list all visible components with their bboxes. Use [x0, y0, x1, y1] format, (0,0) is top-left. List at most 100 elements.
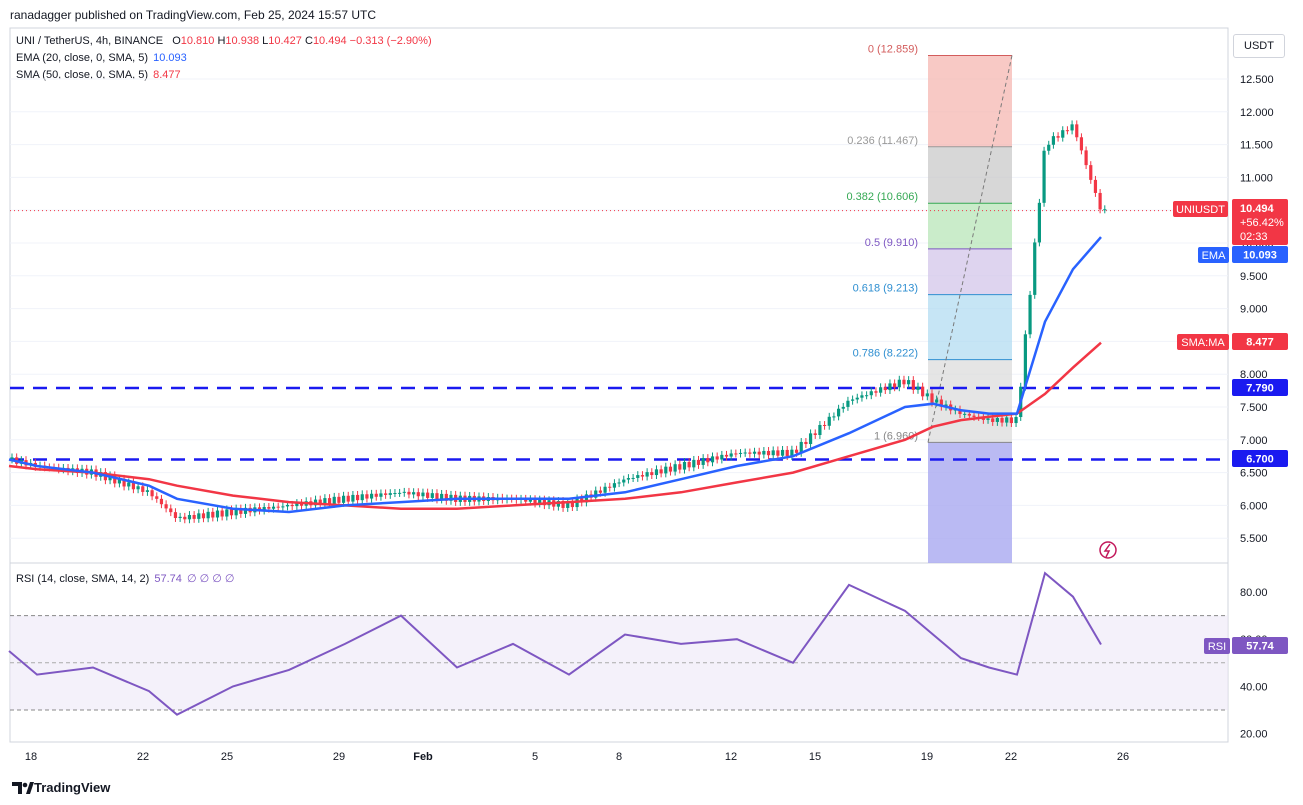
- candle-body: [963, 413, 967, 415]
- candle-body: [636, 475, 640, 478]
- ema-price-badge-bg: [1232, 246, 1288, 263]
- candle-body: [440, 493, 444, 500]
- fib-zone: [928, 146, 1012, 204]
- symbol-legend[interactable]: UNI / TetherUS, 4h, BINANCE O10.810 H10.…: [16, 35, 432, 47]
- candle-body: [766, 450, 771, 456]
- candle-body: [925, 393, 929, 397]
- candle-body: [122, 478, 126, 487]
- candle-body: [421, 492, 425, 497]
- time-label: 8: [616, 751, 622, 763]
- candle-body: [776, 450, 780, 456]
- candle-body: [654, 469, 659, 476]
- ema-tag-bg: [1198, 247, 1229, 263]
- candle-body: [1103, 209, 1107, 211]
- candle-body: [841, 406, 845, 409]
- time-axis[interactable]: 18 22 25 29 Feb 5 8 12 15 19 22 26: [25, 751, 1129, 763]
- price-tick: 6.500: [1240, 468, 1268, 480]
- fib-label-0.5: 0.5 (9.910): [865, 237, 918, 249]
- candle-body: [603, 486, 607, 493]
- fib-label-0.786: 0.786 (8.222): [853, 348, 918, 360]
- candle-body: [939, 399, 943, 407]
- sma-tag-bg: [1177, 334, 1229, 350]
- candle-body: [645, 472, 649, 477]
- candle-body: [267, 506, 271, 509]
- sma-price-badge-bg: [1232, 333, 1288, 350]
- candle-body: [281, 506, 285, 508]
- candle-body: [369, 493, 374, 499]
- time-label: 29: [333, 751, 345, 763]
- candle-body: [127, 482, 131, 487]
- candle-body: [972, 415, 976, 417]
- candle-body: [860, 395, 864, 398]
- resistance-price-badge: 7.790: [1246, 383, 1274, 395]
- ema-legend[interactable]: EMA (20, close, 0, SMA, 5) 10.093: [16, 52, 187, 64]
- candle-body: [566, 501, 570, 508]
- time-label: 5: [532, 751, 538, 763]
- candle-body: [612, 483, 617, 488]
- candle-body: [145, 490, 150, 492]
- candle-body: [995, 417, 999, 422]
- candle-body: [187, 515, 192, 520]
- candle-body: [444, 493, 448, 501]
- ema-legend-value: 10.093: [153, 52, 187, 64]
- ohlc-high-value: 10.938: [225, 35, 260, 47]
- ohlc-high-key: H: [217, 35, 226, 47]
- symbol-name: UNI / TetherUS, 4h, BINANCE: [16, 35, 164, 47]
- candle-body: [584, 494, 589, 503]
- candle-body: [902, 379, 906, 385]
- candle-body: [1009, 417, 1013, 424]
- candle-body: [374, 493, 378, 497]
- price-tick: 12.000: [1240, 107, 1274, 119]
- candle-body: [818, 424, 822, 436]
- candle-body: [215, 510, 220, 518]
- candle-body: [426, 492, 430, 498]
- time-label: 12: [725, 751, 737, 763]
- candle-body: [622, 479, 626, 483]
- candle-body: [169, 508, 173, 513]
- candle-body: [720, 454, 724, 460]
- candle-body: [346, 495, 350, 502]
- flash-icon[interactable]: [1099, 541, 1117, 559]
- candle-body: [846, 400, 850, 407]
- candle-body: [243, 507, 248, 514]
- candle-body: [650, 472, 654, 476]
- candle-body: [1047, 144, 1051, 151]
- candle-body: [117, 478, 122, 484]
- currency-unit-button[interactable]: USDT: [1233, 34, 1285, 58]
- fib-zone-extension: [928, 442, 1012, 563]
- fib-label-0.236: 0.236 (11.467): [847, 135, 918, 147]
- price-badge-change: +56.42%: [1240, 217, 1284, 229]
- rsi-tick: 20.00: [1240, 729, 1268, 741]
- candle-body: [398, 492, 402, 494]
- candle-body: [1051, 136, 1056, 145]
- candle-body: [757, 451, 761, 455]
- candle-body: [155, 496, 159, 499]
- candle-body: [173, 512, 178, 519]
- tradingview-logo-icon[interactable]: [12, 782, 34, 794]
- candle-body: [916, 386, 920, 390]
- candle-body: [617, 482, 621, 484]
- rsi-tick: 40.00: [1240, 681, 1268, 693]
- fib-label-0.618: 0.618 (9.213): [853, 283, 918, 295]
- candle-body: [874, 391, 878, 393]
- fibonacci-retracement[interactable]: 0 (12.859) 0.236 (11.467) 0.382 (10.606) 0.…: [846, 43, 1013, 563]
- support-resistance-levels[interactable]: [10, 210, 1228, 461]
- candle-body: [290, 504, 294, 507]
- candle-body: [271, 506, 276, 509]
- sma-legend[interactable]: SMA (50, close, 0, SMA, 5) 8.477: [16, 69, 181, 81]
- candle-body: [780, 449, 785, 456]
- price-badge-countdown: 02:33: [1240, 231, 1268, 243]
- candle-body: [384, 493, 388, 495]
- rsi-legend[interactable]: RSI (14, close, SMA, 14, 2) 57.74 ∅ ∅ ∅ …: [16, 572, 234, 585]
- rsi-tag-bg: [1204, 638, 1230, 654]
- sma-legend-label: SMA (50, close, 0, SMA, 5): [16, 69, 149, 81]
- candle-body: [113, 475, 117, 484]
- candle-body: [449, 494, 453, 501]
- candle-body: [808, 433, 813, 445]
- candle-body: [1075, 124, 1079, 138]
- time-label: 25: [221, 751, 233, 763]
- price-tick: 11.500: [1240, 140, 1273, 152]
- candle-body: [640, 475, 645, 477]
- candle-body: [393, 492, 397, 494]
